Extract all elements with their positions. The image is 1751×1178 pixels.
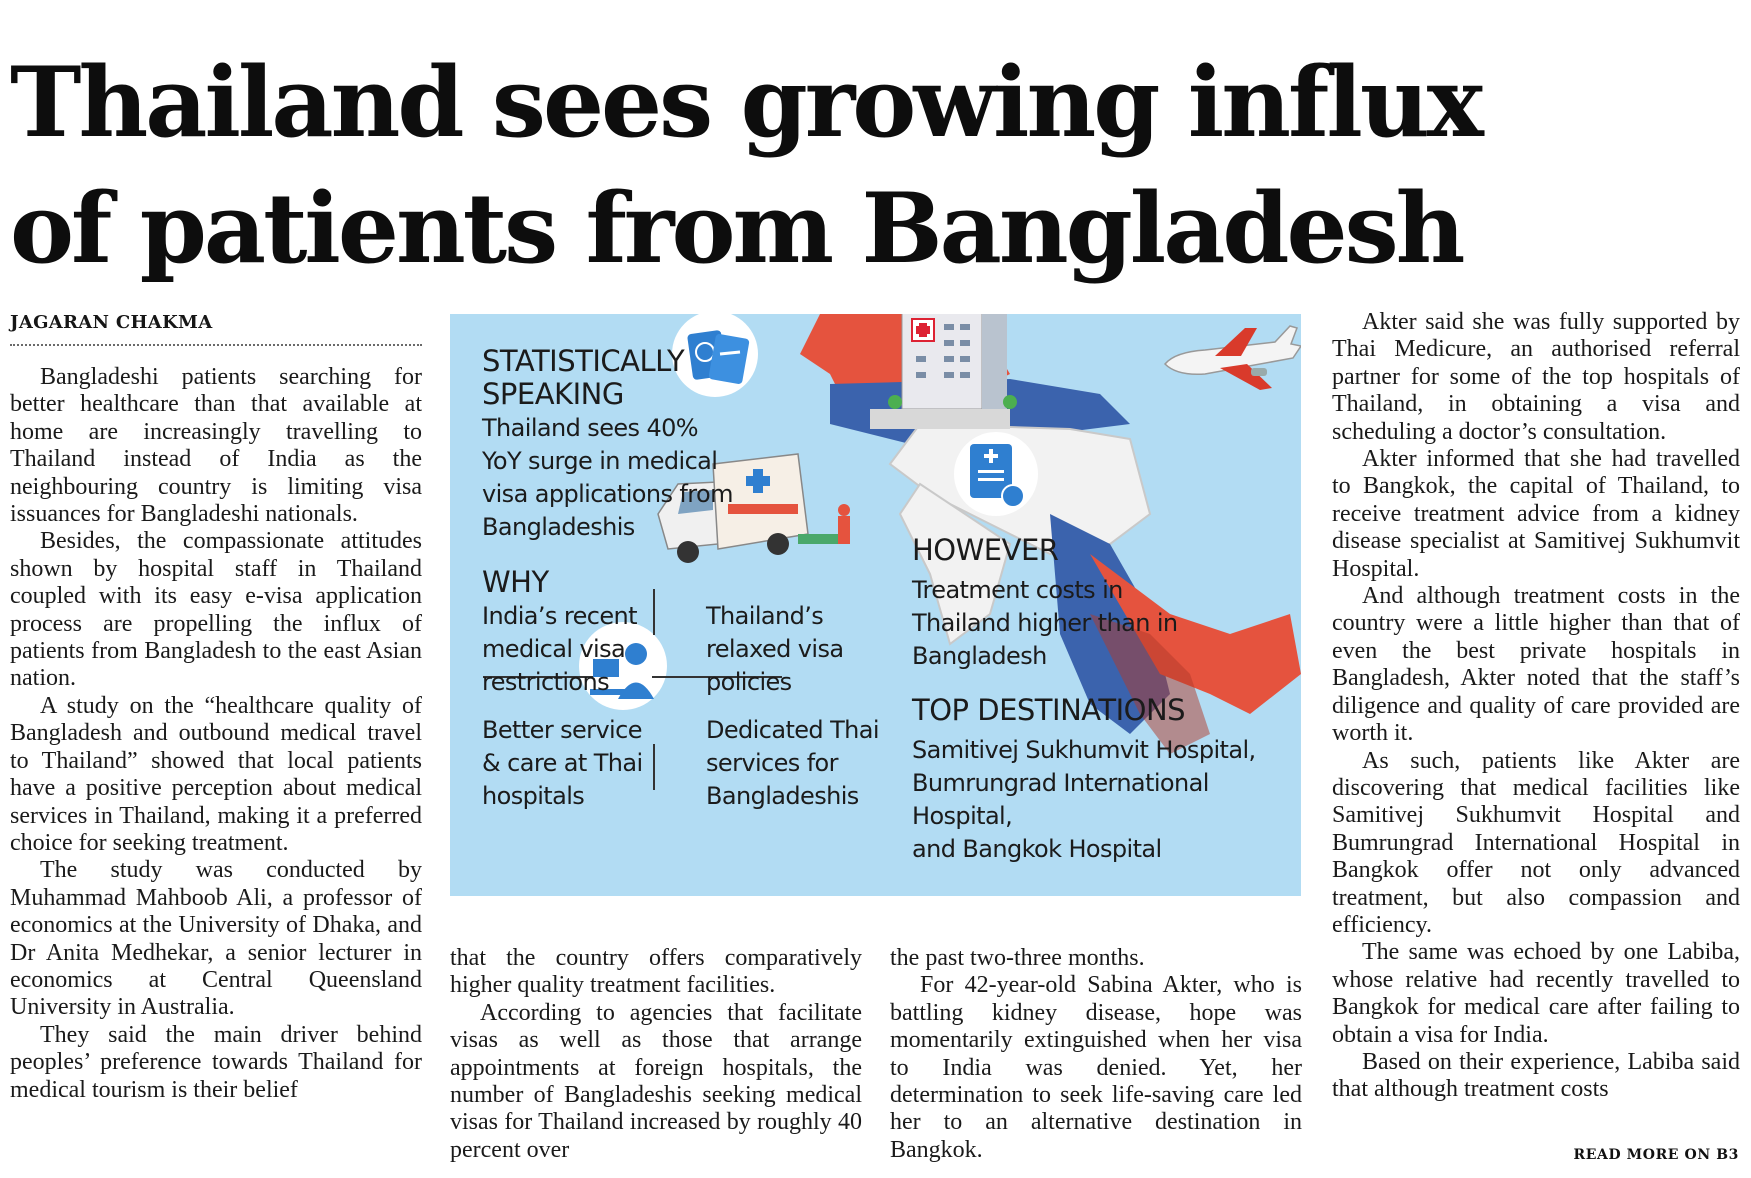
why-item-1: India’s recent medical visa restrictions [482,600,638,699]
stat-heading: STATISTICALLY SPEAKING [482,344,685,411]
stat-line: Thailand sees 40% [482,414,699,442]
paragraph: Based on their experience, Labiba said t… [1332,1048,1740,1103]
why-item-3: Better service & care at Thai hospitals [482,714,643,813]
paragraph: that the country offers comparatively hi… [450,945,862,999]
why-line: policies [706,668,792,696]
article-column-3: the past two-three months. For 42-year-o… [890,945,1302,1164]
destination-line: Samitivej Sukhumvit Hospital, [912,736,1256,764]
why-item-2: Thailand’s relaxed visa policies [706,600,844,699]
stat-text: Thailand sees 40% YoY surge in medical v… [482,412,733,544]
article-column-4: Akter said she was fully supported by Th… [1332,309,1740,1104]
headline: Thailand sees growing influx of patients… [10,40,1750,292]
however-line: Bangladesh [912,642,1047,670]
however-text: Treatment costs in Thailand higher than … [912,574,1178,673]
paragraph: According to agencies that facilitate vi… [450,999,862,1163]
why-line: Thailand’s [706,602,824,630]
infographic: STATISTICALLY SPEAKING Thailand sees 40%… [450,314,1301,896]
paragraph: Besides, the compassionate attitudes sho… [10,528,422,692]
paragraph: For 42-year-old Sabina Akter, who is bat… [890,972,1302,1163]
paragraph: Bangladeshi patients searching for bette… [10,364,422,528]
why-line: Better service [482,716,642,744]
why-item-4: Dedicated Thai services for Bangladeshis [706,714,880,813]
paragraph: A study on the “healthcare quality of Ba… [10,692,422,856]
byline: JAGARAN CHAKMA [10,312,422,346]
paragraph: And although treatment costs in the coun… [1332,583,1740,747]
paragraph: The same was echoed by one Labiba, whose… [1332,939,1740,1048]
however-line: Thailand higher than in [912,609,1178,637]
medical-bill-icon [954,432,1038,516]
why-line: Dedicated Thai [706,716,880,744]
why-line: services for [706,749,839,777]
why-line: India’s recent [482,602,638,630]
why-line: medical visa [482,635,626,663]
paragraph: The study was conducted by Muhammad Mahb… [10,857,422,1021]
why-line: relaxed visa [706,635,844,663]
stat-line: YoY surge in medical [482,447,718,475]
paragraph: As such, patients like Akter are discove… [1332,747,1740,938]
stat-heading-line-1: STATISTICALLY [482,344,685,378]
destination-line: Bumrungrad International Hospital, [912,769,1209,830]
headline-line-2: of patients from Bangladesh [10,172,1465,285]
top-destinations-text: Samitivej Sukhumvit Hospital, Bumrungrad… [912,734,1301,866]
infographic-art [483,314,1301,790]
however-heading: HOWEVER [912,533,1059,567]
why-heading: WHY [482,565,549,599]
why-line: restrictions [482,668,610,696]
however-line: Treatment costs in [912,576,1123,604]
stat-heading-line-2: SPEAKING [482,377,624,411]
top-destinations-heading: TOP DESTINATIONS [912,693,1186,727]
why-line: hospitals [482,782,585,810]
why-line: & care at Thai [482,749,643,777]
passport-icon [672,314,758,397]
article-column-1: Bangladeshi patients searching for bette… [10,364,422,1104]
stat-line: Bangladeshis [482,513,635,541]
paragraph: Akter said she was fully supported by Th… [1332,309,1740,445]
paragraph: Akter informed that she had travelled to… [1332,446,1740,582]
read-more-link[interactable]: READ MORE ON B3 [1573,1147,1739,1163]
why-line: Bangladeshis [706,782,859,810]
headline-line-1: Thailand sees growing influx [10,46,1484,159]
stat-line: visa applications from [482,480,733,508]
paragraph: They said the main driver behind peoples… [10,1021,422,1103]
airplane-icon [1163,325,1301,390]
paragraph: the past two-three months. [890,945,1145,971]
ambulance-icon [657,453,850,563]
doctor-icon [579,622,667,710]
destination-line: and Bangkok Hospital [912,835,1162,863]
article-column-2: that the country offers comparatively hi… [450,945,862,1164]
hospital-building-icon [870,314,1017,429]
